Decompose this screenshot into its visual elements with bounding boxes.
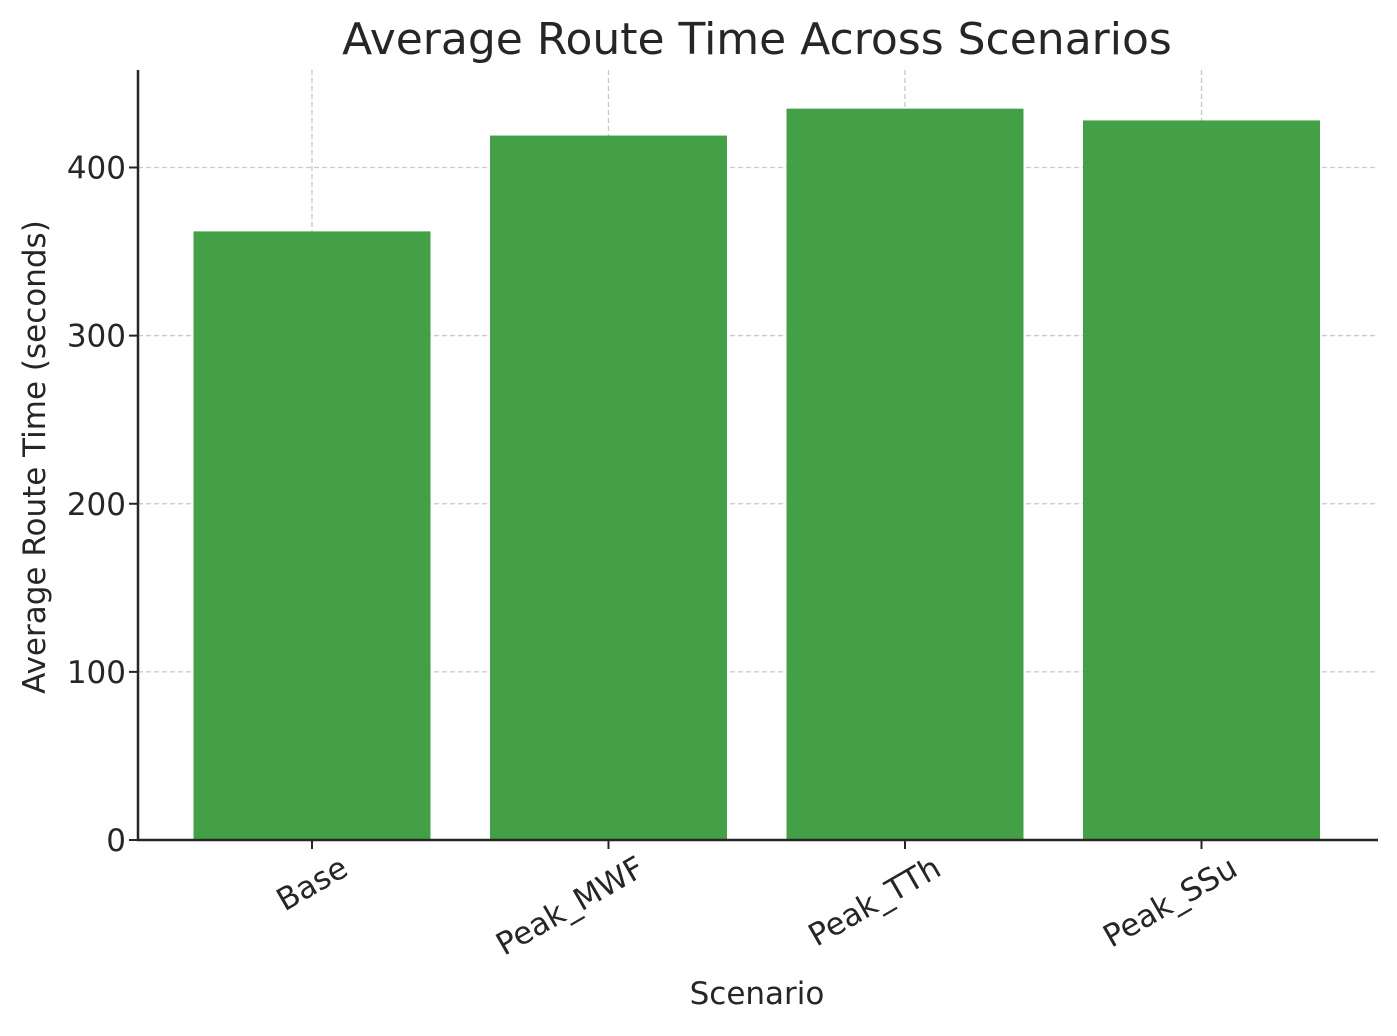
- y-tick-label: 0: [106, 823, 126, 859]
- x-tick-label: Peak_MWF: [490, 850, 650, 963]
- y-axis-label: Average Route Time (seconds): [17, 220, 53, 694]
- y-tick-label: 100: [67, 655, 126, 691]
- chart-title: Average Route Time Across Scenarios: [342, 14, 1172, 65]
- y-tick-label: 400: [67, 151, 126, 187]
- bars: [193, 108, 1320, 841]
- x-tick-label: Peak_SSu: [1097, 850, 1243, 955]
- bar-peak-mwf: [490, 135, 727, 840]
- axes: [136, 70, 1378, 842]
- bar-peak-ssu: [1083, 120, 1320, 840]
- y-tick-label: 200: [67, 487, 126, 523]
- bar-base: [193, 231, 431, 840]
- y-tick-label: 300: [67, 319, 126, 355]
- x-tick-label: Base: [271, 850, 354, 919]
- x-tick-label: Peak_TTh: [802, 850, 947, 954]
- bar-peak-tth: [786, 108, 1024, 841]
- x-axis-label: Scenario: [690, 976, 825, 1012]
